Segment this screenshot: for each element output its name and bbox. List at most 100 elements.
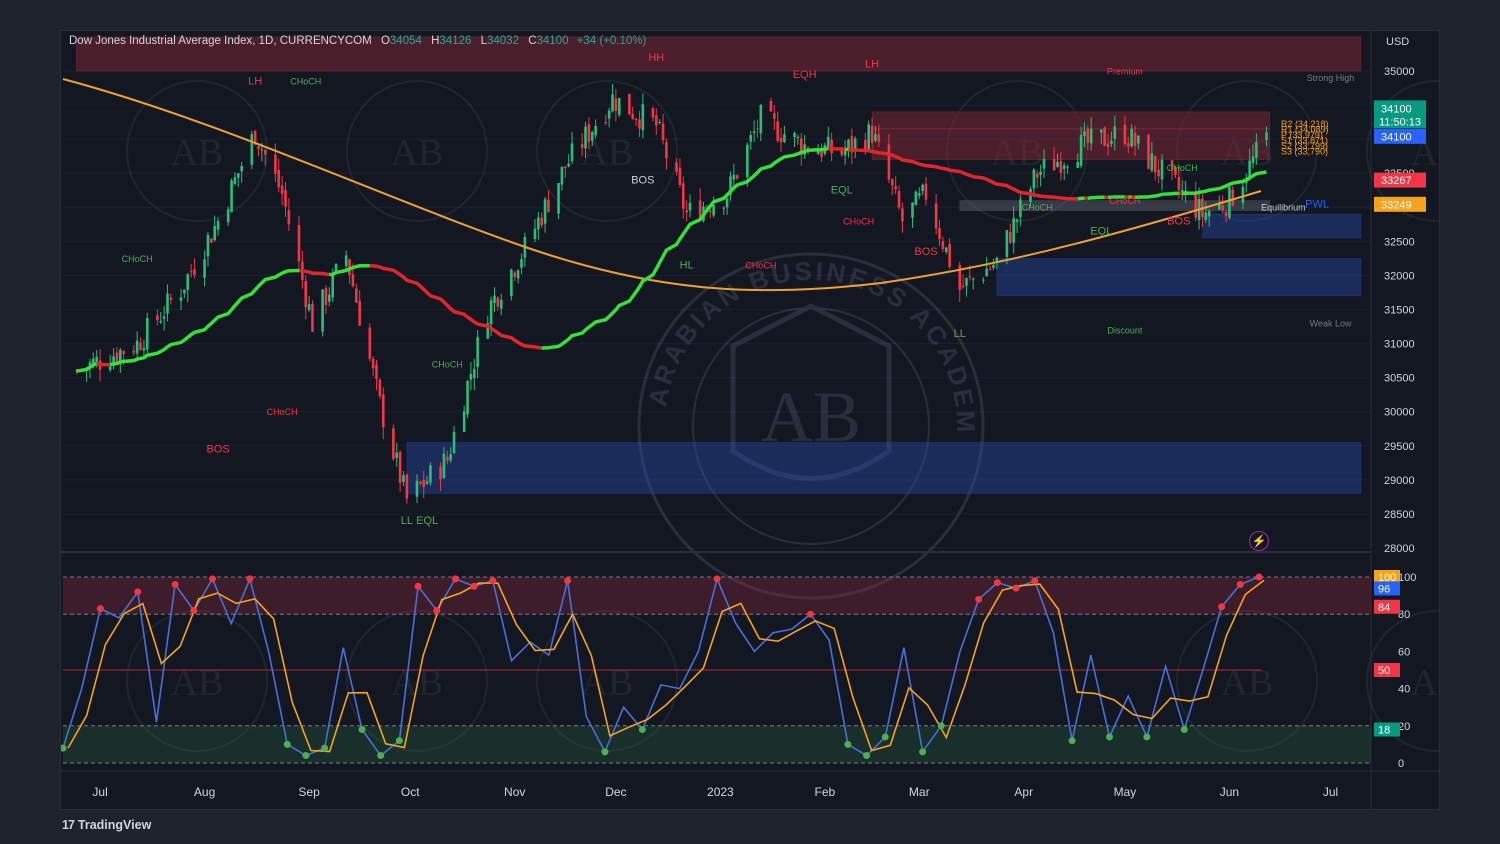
symbol-header[interactable]: Dow Jones Industrial Average Index, 1D, … (69, 35, 646, 47)
candle-body (162, 316, 166, 319)
structure-label: EQL (416, 515, 438, 527)
candle (1228, 185, 1231, 220)
candle-body (92, 358, 95, 366)
osc-badge (1374, 663, 1400, 677)
candle (924, 177, 928, 206)
candle (442, 447, 446, 479)
candle-body (877, 134, 881, 142)
candle (145, 312, 149, 356)
candle (887, 134, 891, 184)
candle (874, 125, 877, 143)
candle-body (688, 202, 692, 211)
candle (213, 215, 217, 242)
candle-body (685, 210, 688, 213)
candle (776, 111, 779, 143)
candle-body (793, 133, 796, 137)
candle-body (992, 264, 995, 268)
stoch-dot-overbought (1236, 580, 1244, 588)
ohlc-open-key: O (380, 35, 390, 47)
candle (580, 133, 584, 157)
price-badge-label: 33249 (1381, 199, 1412, 211)
candle (890, 178, 894, 196)
candle-body (1217, 202, 1221, 210)
candle (304, 275, 308, 320)
candle-body (250, 134, 254, 165)
candle-body (867, 124, 871, 150)
candle (263, 148, 267, 166)
lightning-icon[interactable]: ⚡ (1249, 531, 1269, 551)
candle-body (965, 278, 968, 286)
candle-body (756, 128, 759, 130)
candle (1221, 195, 1224, 214)
candle (783, 125, 786, 144)
ohlc-high: 34126 (439, 35, 472, 47)
candle (520, 253, 523, 275)
candle-body (166, 293, 169, 314)
candle-body (253, 131, 257, 145)
candle-body (311, 303, 314, 332)
stoch-dot-oversold (1143, 733, 1151, 741)
structure-label: CHoCH (843, 216, 874, 226)
candle (189, 263, 193, 278)
candle-body (1066, 166, 1069, 168)
stoch-dot-overbought (1031, 577, 1039, 585)
structure-label: EQL (831, 185, 853, 197)
candle-body (1015, 219, 1019, 222)
candle-body (988, 268, 992, 270)
candle (193, 258, 196, 279)
stoch-dot-overbought (470, 582, 478, 590)
candle-body (510, 269, 513, 297)
candle-body (263, 150, 267, 155)
candle (375, 359, 378, 391)
candle (510, 268, 513, 301)
candle (236, 173, 240, 188)
oversold-zone (63, 725, 1371, 763)
stoch-dot-oversold (937, 722, 945, 730)
candle (803, 135, 806, 159)
candle (206, 232, 210, 267)
candle (1015, 218, 1019, 233)
candle-body (321, 289, 324, 332)
x-tick-label: Sep (298, 785, 320, 799)
x-tick-label: Jul (92, 785, 107, 799)
candle-body (584, 126, 587, 149)
candle-body (472, 368, 476, 378)
candle (911, 202, 914, 228)
candle (830, 132, 833, 162)
candle (1062, 162, 1066, 181)
candle (183, 289, 186, 298)
candle (543, 196, 547, 233)
candle (135, 331, 139, 362)
candle-body (769, 101, 773, 112)
candle (820, 143, 823, 162)
candle (1231, 185, 1235, 207)
osc-badge (1374, 599, 1400, 614)
candle-body (189, 271, 193, 273)
structure-label: BOS (631, 174, 654, 186)
stoch-dot-overbought (209, 575, 216, 583)
osc-tick-label: 40 (1398, 684, 1410, 696)
stoch-dot-overbought (1255, 573, 1263, 581)
axis-unit: USD (1386, 36, 1409, 48)
candle-body (938, 228, 941, 240)
y-tick-label: 30000 (1384, 407, 1415, 419)
tradingview-logo[interactable]: 17 TradingView (62, 818, 151, 832)
candle-body (115, 352, 119, 363)
pivot-label: S3 (33,790) (1281, 147, 1328, 157)
candle-body (240, 165, 243, 172)
watermark-small-mark: AB (1221, 132, 1274, 174)
candle-body (206, 234, 210, 257)
candle (560, 166, 564, 191)
candle-body (1086, 128, 1090, 143)
candle-body (142, 348, 146, 351)
candle (921, 183, 924, 195)
candle-body (1008, 232, 1012, 243)
candle-body (516, 270, 520, 279)
stoch-dot-overbought (171, 580, 179, 588)
candle (274, 143, 277, 183)
zone-neutral (959, 200, 1271, 211)
candle-body (533, 228, 537, 240)
candle (1224, 209, 1228, 223)
candle-body (651, 108, 655, 118)
